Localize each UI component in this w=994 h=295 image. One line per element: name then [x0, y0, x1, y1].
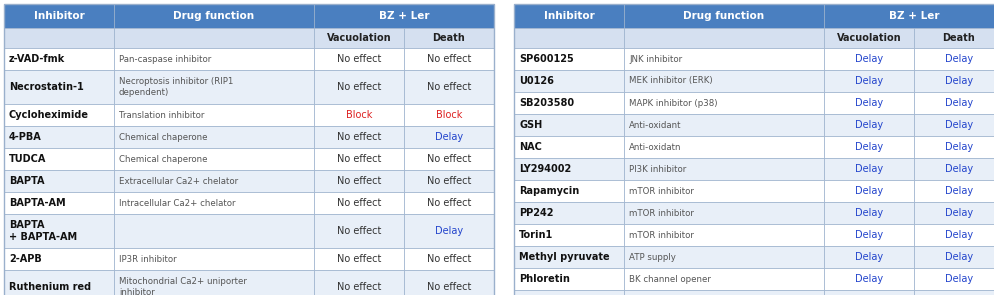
Text: Delay: Delay — [434, 226, 462, 236]
Text: Delay: Delay — [434, 132, 462, 142]
Text: Necrostatin-1: Necrostatin-1 — [9, 82, 83, 92]
Text: Delay: Delay — [944, 230, 972, 240]
Text: Chemical chaperone: Chemical chaperone — [119, 132, 208, 142]
Text: Rapamycin: Rapamycin — [519, 186, 579, 196]
Text: Delay: Delay — [854, 252, 883, 262]
Text: TUDCA: TUDCA — [9, 154, 47, 164]
Text: Vacuolation: Vacuolation — [326, 33, 391, 43]
Text: BAPTA-AM: BAPTA-AM — [9, 198, 66, 208]
Text: GSH: GSH — [519, 120, 542, 130]
Text: No effect: No effect — [337, 282, 381, 292]
Text: MAPK inhibitor (p38): MAPK inhibitor (p38) — [628, 99, 717, 107]
Text: JNK inhibitor: JNK inhibitor — [628, 55, 682, 63]
Text: BK channel opener: BK channel opener — [628, 275, 710, 283]
Text: SP600125: SP600125 — [519, 54, 574, 64]
Text: MEK inhibitor (ERK): MEK inhibitor (ERK) — [628, 76, 712, 86]
Text: 4-PBA: 4-PBA — [9, 132, 42, 142]
Text: Delay: Delay — [854, 164, 883, 174]
Text: PP242: PP242 — [519, 208, 553, 218]
Text: Delay: Delay — [854, 120, 883, 130]
Text: Delay: Delay — [944, 76, 972, 86]
Text: Translation inhibitor: Translation inhibitor — [119, 111, 204, 119]
Text: ATP supply: ATP supply — [628, 253, 675, 261]
Text: 2-APB: 2-APB — [9, 254, 42, 264]
Text: Vacuolation: Vacuolation — [836, 33, 901, 43]
Text: No effect: No effect — [337, 254, 381, 264]
Text: Death: Death — [941, 33, 974, 43]
Text: No effect: No effect — [426, 154, 471, 164]
Text: Delay: Delay — [854, 186, 883, 196]
Text: No effect: No effect — [426, 254, 471, 264]
Text: Delay: Delay — [854, 98, 883, 108]
Text: Delay: Delay — [854, 208, 883, 218]
Text: IP3R inhibitor: IP3R inhibitor — [119, 255, 177, 263]
Text: Cycloheximide: Cycloheximide — [9, 110, 88, 120]
Text: Phloretin: Phloretin — [519, 274, 570, 284]
Text: NAC: NAC — [519, 142, 542, 152]
Text: PI3K inhibitor: PI3K inhibitor — [628, 165, 686, 173]
Text: U0126: U0126 — [519, 76, 554, 86]
Text: No effect: No effect — [337, 82, 381, 92]
Text: Delay: Delay — [854, 142, 883, 152]
Text: No effect: No effect — [337, 132, 381, 142]
Text: mTOR inhibitor: mTOR inhibitor — [628, 209, 693, 217]
Text: Ruthenium red: Ruthenium red — [9, 282, 91, 292]
Text: No effect: No effect — [337, 198, 381, 208]
Text: Necroptosis inhibitor (RIP1
dependent): Necroptosis inhibitor (RIP1 dependent) — [119, 77, 234, 97]
Text: Extracellular Ca2+ chelator: Extracellular Ca2+ chelator — [119, 176, 238, 186]
Text: No effect: No effect — [337, 226, 381, 236]
Text: Drug function: Drug function — [173, 11, 254, 21]
Text: Intracellular Ca2+ chelator: Intracellular Ca2+ chelator — [119, 199, 236, 207]
Text: mTOR inhibitor: mTOR inhibitor — [628, 230, 693, 240]
Text: Delay: Delay — [854, 274, 883, 284]
Text: Drug function: Drug function — [683, 11, 763, 21]
Text: Block: Block — [435, 110, 462, 120]
Text: Methyl pyruvate: Methyl pyruvate — [519, 252, 609, 262]
Text: Delay: Delay — [854, 230, 883, 240]
Text: BAPTA
+ BAPTA-AM: BAPTA + BAPTA-AM — [9, 220, 78, 242]
Text: Delay: Delay — [854, 54, 883, 64]
Text: Delay: Delay — [944, 274, 972, 284]
Text: Anti-oxidant: Anti-oxidant — [628, 120, 681, 130]
Text: mTOR inhibitor: mTOR inhibitor — [628, 186, 693, 196]
Text: LY294002: LY294002 — [519, 164, 571, 174]
Text: No effect: No effect — [426, 282, 471, 292]
Text: No effect: No effect — [337, 176, 381, 186]
Text: Delay: Delay — [944, 54, 972, 64]
Text: Chemical chaperone: Chemical chaperone — [119, 155, 208, 163]
Text: No effect: No effect — [426, 54, 471, 64]
Text: Delay: Delay — [944, 252, 972, 262]
Text: Inhibitor: Inhibitor — [543, 11, 593, 21]
Text: Inhibitor: Inhibitor — [34, 11, 84, 21]
Text: Delay: Delay — [944, 164, 972, 174]
Text: BZ + Ler: BZ + Ler — [379, 11, 428, 21]
Text: No effect: No effect — [337, 154, 381, 164]
Text: Delay: Delay — [944, 98, 972, 108]
Text: Anti-oxidatn: Anti-oxidatn — [628, 142, 681, 152]
Text: No effect: No effect — [337, 54, 381, 64]
Text: z-VAD-fmk: z-VAD-fmk — [9, 54, 66, 64]
Text: No effect: No effect — [426, 176, 471, 186]
Text: Pan-caspase inhibitor: Pan-caspase inhibitor — [119, 55, 211, 63]
Text: Delay: Delay — [944, 120, 972, 130]
Text: No effect: No effect — [426, 198, 471, 208]
Text: Delay: Delay — [944, 186, 972, 196]
Text: Death: Death — [432, 33, 465, 43]
Text: Torin1: Torin1 — [519, 230, 553, 240]
Text: Delay: Delay — [854, 76, 883, 86]
Text: BAPTA: BAPTA — [9, 176, 45, 186]
Text: Delay: Delay — [944, 208, 972, 218]
Text: Delay: Delay — [944, 142, 972, 152]
Text: Mitochondrial Ca2+ uniporter
inhibitor: Mitochondrial Ca2+ uniporter inhibitor — [119, 277, 247, 295]
Text: No effect: No effect — [426, 82, 471, 92]
Text: BZ + Ler: BZ + Ler — [888, 11, 938, 21]
Text: SB203580: SB203580 — [519, 98, 574, 108]
Text: Block: Block — [346, 110, 372, 120]
